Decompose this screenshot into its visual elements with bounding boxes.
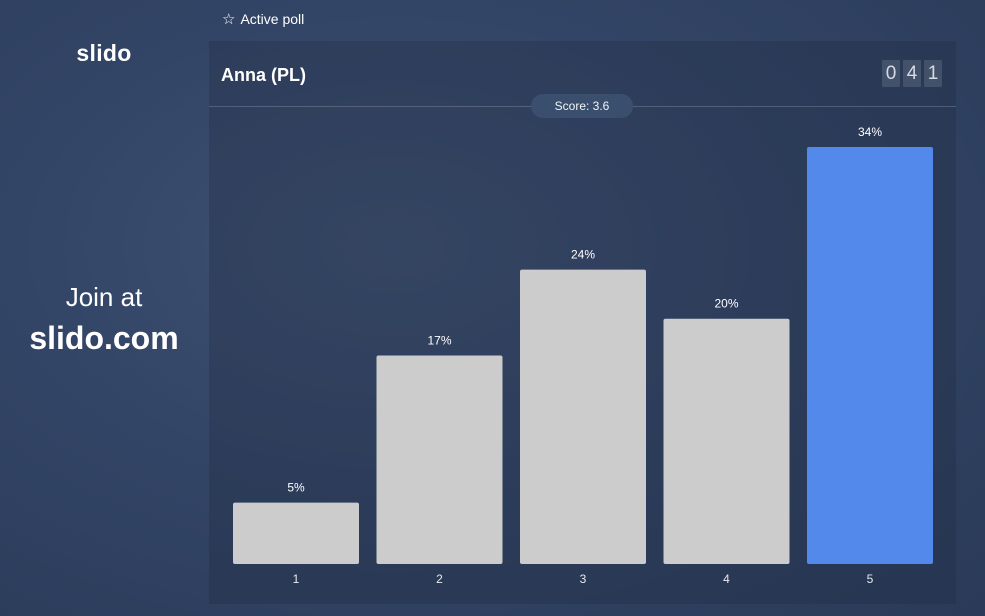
category-label: 5	[867, 572, 874, 586]
join-url: slido.com	[29, 320, 179, 356]
join-text: Join at	[65, 282, 143, 312]
bar-value-label: 20%	[714, 297, 738, 311]
bar-value-label: 24%	[571, 248, 595, 262]
category-label: 2	[436, 572, 443, 586]
vote-counter: 0 4 1	[882, 60, 942, 87]
bar-value-label: 17%	[427, 334, 451, 348]
score-badge: Score: 3.6	[531, 94, 633, 118]
poll-panel: Anna (PL) 0 4 1 Score: 3.6 5% 1 17% 2 24% 3 20…	[209, 41, 956, 604]
chart-bar	[233, 502, 359, 564]
vote-counter-digit: 0	[882, 60, 900, 87]
slido-logo: slido	[76, 40, 132, 66]
chart-bar	[520, 269, 646, 564]
poll-status: ☆ Active poll	[222, 11, 304, 27]
category-label: 1	[293, 572, 300, 586]
chart-bar	[807, 147, 933, 564]
vote-counter-digit: 4	[903, 60, 921, 87]
chart-bar	[663, 318, 790, 564]
chart-bar	[376, 355, 503, 564]
poll-status-label: Active poll	[240, 11, 305, 27]
category-label: 3	[580, 572, 587, 586]
bar-value-label: 34%	[858, 125, 882, 139]
category-label: 4	[723, 572, 730, 586]
star-outline-icon: ☆	[222, 10, 236, 28]
vote-counter-digit: 1	[924, 60, 942, 87]
bar-value-label: 5%	[287, 481, 305, 495]
results-bar-chart: 5% 1 17% 2 24% 3 20% 4 34% 5	[233, 125, 933, 586]
poll-title: Anna (PL)	[221, 65, 306, 85]
